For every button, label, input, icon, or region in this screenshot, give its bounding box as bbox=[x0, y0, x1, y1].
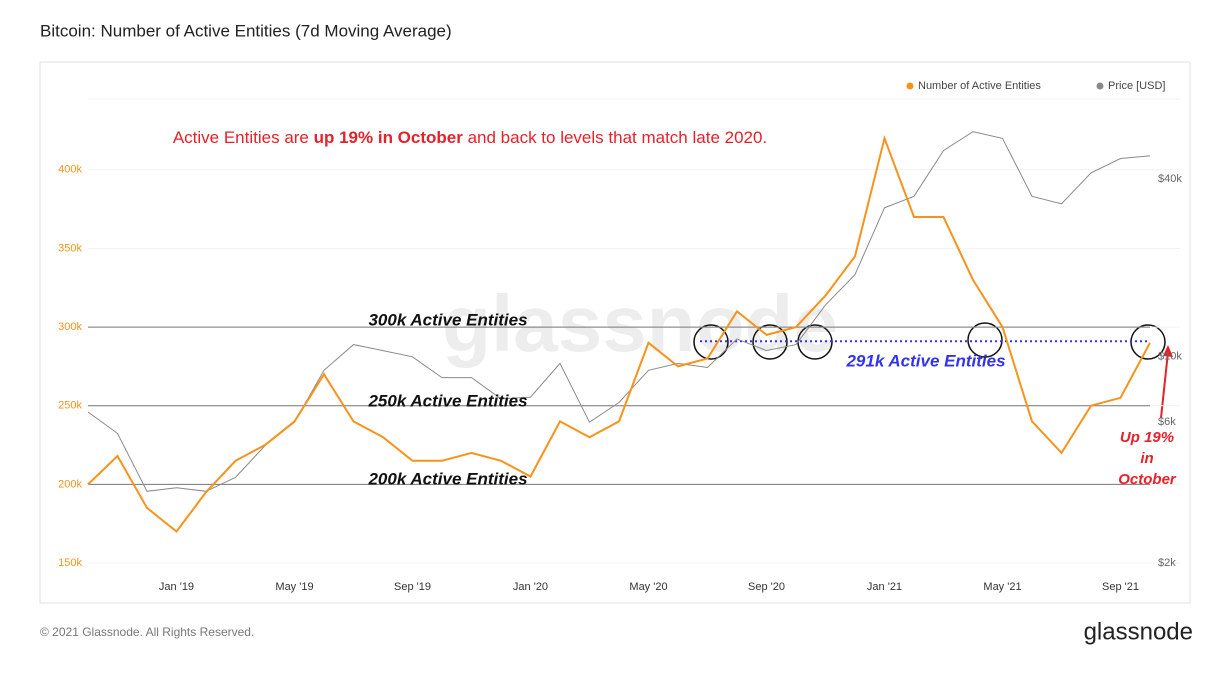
annotation-part: Active Entities are bbox=[173, 128, 314, 147]
callout: Up 19% bbox=[1120, 429, 1174, 446]
y2-tick-label: $40k bbox=[1158, 173, 1182, 185]
y-tick-label: 150k bbox=[58, 557, 82, 569]
highlight-circle bbox=[693, 324, 729, 360]
callout: October bbox=[1118, 471, 1177, 488]
arrow bbox=[1160, 351, 1169, 419]
annotation: Active Entities are up 19% in October an… bbox=[173, 128, 767, 147]
x-tick-label: Jan '19 bbox=[159, 581, 194, 593]
x-tick-label: Jan '20 bbox=[513, 581, 548, 593]
watermark: glassnode bbox=[442, 279, 838, 368]
reference-label: 200k Active Entities bbox=[367, 469, 527, 488]
footer: © 2021 Glassnode. All Rights Reserved. bbox=[40, 625, 254, 639]
logo: glassnode bbox=[1084, 618, 1193, 645]
y-tick-label: 200k bbox=[58, 478, 82, 490]
y-tick-label: 250k bbox=[58, 400, 82, 412]
legend-label: Number of Active Entities bbox=[918, 80, 1041, 92]
arrow-head bbox=[1163, 345, 1173, 357]
x-tick-label: May '19 bbox=[275, 581, 313, 593]
legend-swatch bbox=[906, 82, 914, 90]
highlight-circle bbox=[967, 322, 1003, 358]
reference-label: 250k Active Entities bbox=[367, 391, 527, 410]
y2-tick-label: $6k bbox=[1158, 416, 1176, 428]
x-tick-label: May '20 bbox=[629, 581, 667, 593]
annotation-part: up 19% in October bbox=[314, 128, 464, 147]
x-tick-label: Sep '20 bbox=[748, 581, 785, 593]
chart-title: Bitcoin: Number of Active Entities (7d M… bbox=[40, 21, 452, 40]
reference-label: 291k Active Entities bbox=[845, 351, 1005, 370]
series-line bbox=[87, 134, 1151, 533]
y-tick-label: 350k bbox=[58, 242, 82, 254]
x-tick-label: Sep '21 bbox=[1102, 581, 1139, 593]
y2-tick-label: $10k bbox=[1158, 351, 1182, 363]
y2-tick-label: $2k bbox=[1158, 557, 1176, 569]
y-tick-label: 400k bbox=[58, 164, 82, 176]
legend-label: Price [USD] bbox=[1108, 80, 1165, 92]
plot-frame bbox=[39, 61, 1191, 604]
annotation-part: and back to levels that match late 2020. bbox=[463, 128, 767, 147]
callout: in bbox=[1140, 450, 1153, 467]
x-tick-label: May '21 bbox=[983, 581, 1021, 593]
reference-label: 300k Active Entities bbox=[368, 310, 527, 329]
y-tick-label: 300k bbox=[58, 321, 82, 333]
x-tick-label: Sep '19 bbox=[394, 581, 431, 593]
x-tick-label: Jan '21 bbox=[867, 581, 902, 593]
legend-swatch bbox=[1096, 82, 1104, 90]
